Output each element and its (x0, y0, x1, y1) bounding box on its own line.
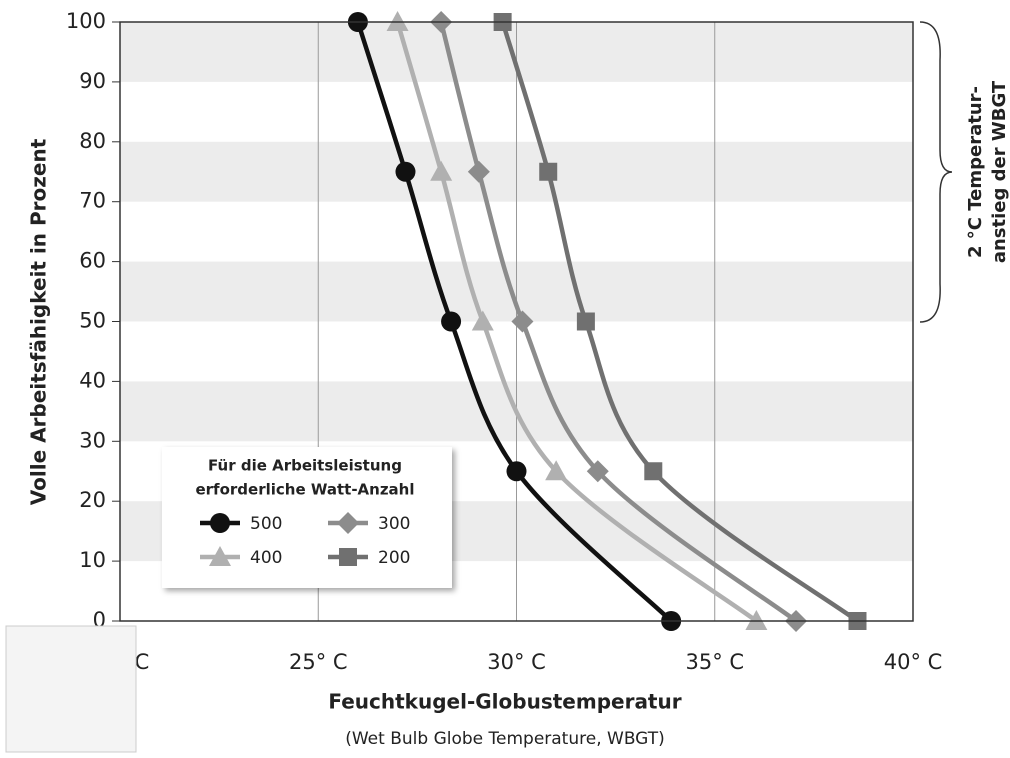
marker (644, 462, 662, 480)
legend-label: 300 (378, 514, 410, 534)
y-tick-label: 100 (66, 9, 106, 33)
x-axis-label: Feuchtkugel-Globustemperatur (328, 690, 681, 714)
marker (387, 11, 409, 31)
y-tick-label: 80 (79, 129, 106, 153)
y-tick-label: 70 (79, 189, 106, 213)
annotation: anstieg der WBGT (989, 80, 1010, 263)
y-tick-label: 10 (79, 548, 106, 572)
x-tick-label: 40° C (884, 650, 943, 674)
y-tick-label: 90 (79, 69, 106, 93)
chart: Feuchtkugel-Globustemperatur (Wet Bulb G… (0, 0, 1010, 754)
x-tick-label: 25° C (289, 650, 348, 674)
y-tick-label: 20 (79, 488, 106, 512)
x-tick-label: 35° C (685, 650, 744, 674)
marker (395, 162, 415, 182)
legend-title: Für die Arbeitsleistung (208, 457, 402, 475)
bracket (920, 22, 952, 322)
legend-label: 400 (250, 548, 282, 568)
legend-label: 500 (250, 514, 282, 534)
y-tick-label: 50 (79, 309, 106, 333)
legend-marker (210, 513, 230, 533)
y-axis-label: Volle Arbeitsfähigkeit in Prozent (27, 138, 51, 505)
y-tick-label: 60 (79, 249, 106, 273)
marker (507, 461, 527, 481)
y-tick-label: 40 (79, 368, 106, 392)
marker (539, 163, 557, 181)
legend-title: erforderliche Watt-Anzahl (195, 481, 414, 499)
x-tick-label: 30° C (487, 650, 546, 674)
x-axis-sublabel: (Wet Bulb Globe Temperature, WBGT) (345, 729, 665, 749)
legend-label: 200 (378, 548, 410, 568)
y-tick-label: 30 (79, 428, 106, 452)
marker (577, 313, 595, 331)
legend-marker (339, 548, 357, 566)
marker (441, 312, 461, 332)
legend: Für die Arbeitsleistung erforderliche Wa… (162, 447, 452, 588)
thumbnail (6, 626, 136, 752)
annotation: 2 °C Temperatur- (965, 86, 986, 258)
